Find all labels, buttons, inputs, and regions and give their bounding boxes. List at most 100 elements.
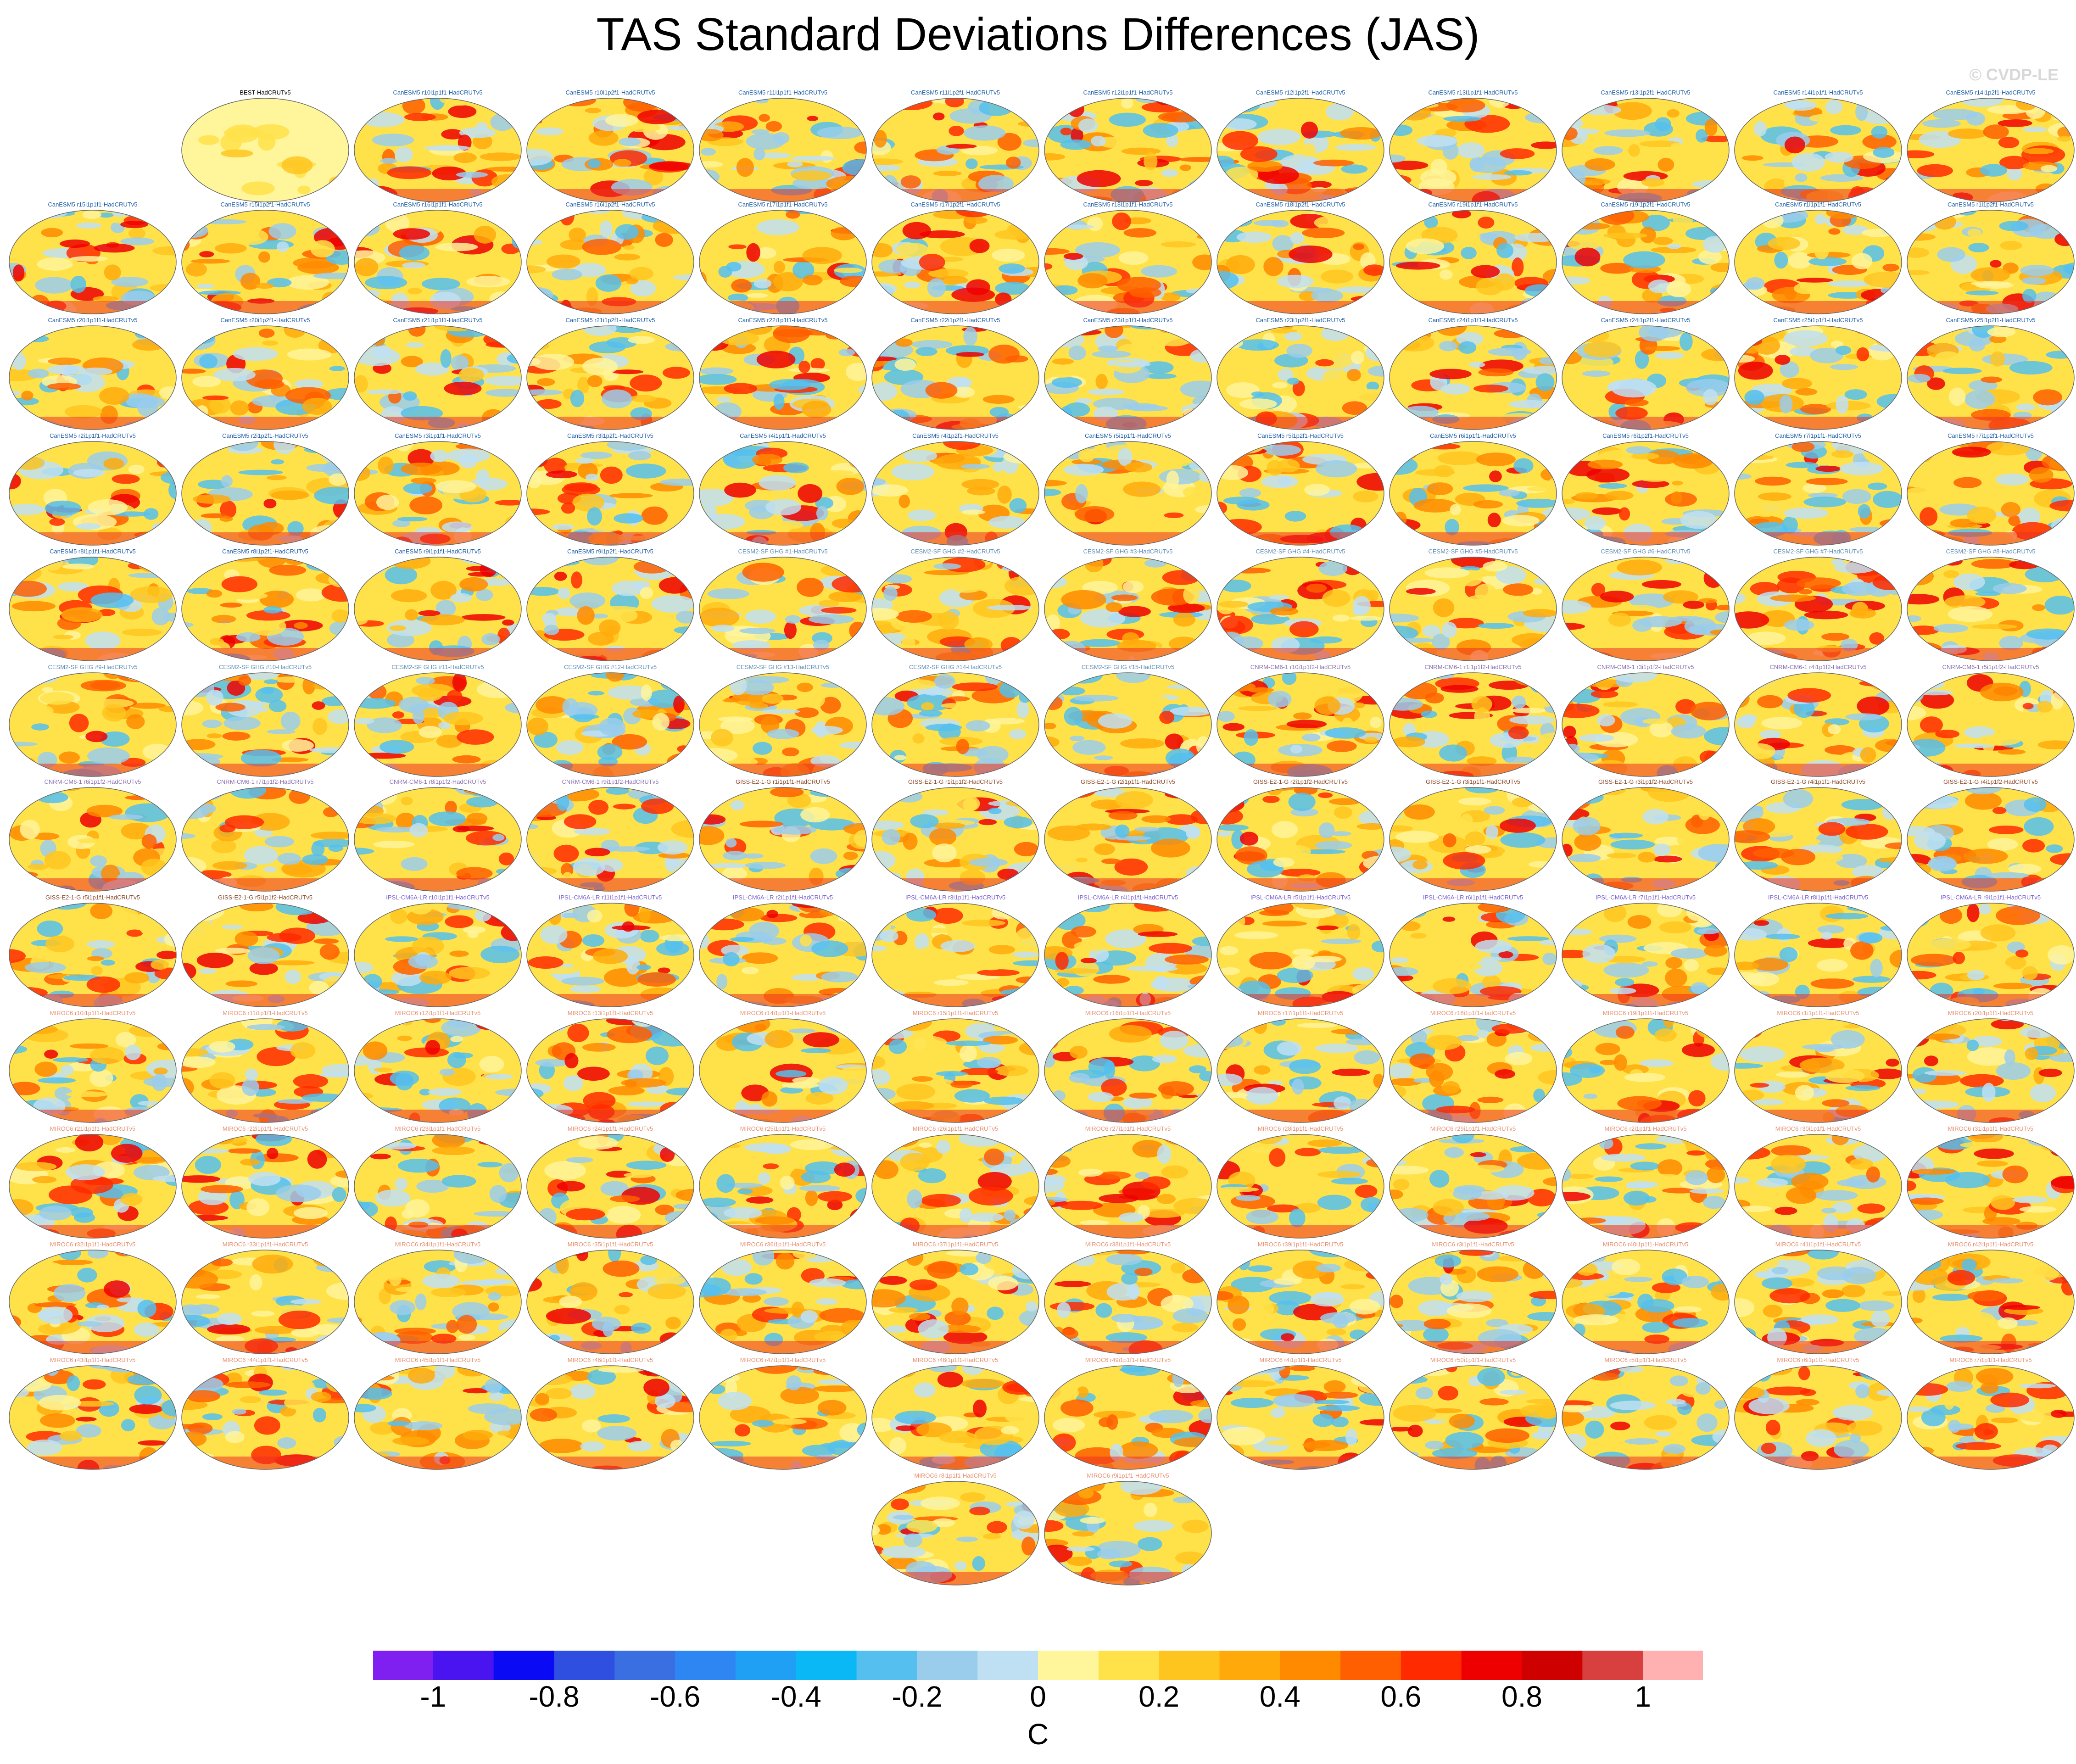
global-map <box>1044 98 1212 202</box>
panel-title: IPSL-CM6A-LR r11i1p1f1-HadCRUTv5 <box>558 894 662 901</box>
global-map <box>1734 98 1902 202</box>
global-map <box>1044 787 1212 892</box>
panel-title: CanESM5 r19i1p1f1-HadCRUTv5 <box>1428 201 1518 208</box>
colorbar-swatch <box>675 1650 736 1680</box>
panel-title: MIROC6 r18i1p1f1-HadCRUTv5 <box>1430 1010 1516 1016</box>
map-panel: MIROC6 r34i1p1f1-HadCRUTv5 <box>352 1241 523 1356</box>
panel-title: CanESM5 r19i1p2f1-HadCRUTv5 <box>1601 201 1691 208</box>
map-panel: CESM2-SF GHG #6-HadCRUTv5 <box>1560 548 1731 663</box>
map-panel: CanESM5 r9i1p1f1-HadCRUTv5 <box>352 548 523 663</box>
panel-title: MIROC6 r41i1p1f1-HadCRUTv5 <box>1775 1241 1861 1248</box>
global-map <box>354 98 522 202</box>
map-panel: CanESM5 r1i1p2f1-HadCRUTv5 <box>1905 201 2076 316</box>
colorbar-swatch <box>735 1650 797 1680</box>
panel-title: CanESM5 r6i1p2f1-HadCRUTv5 <box>1602 432 1689 439</box>
panel-title: CESM2-SF GHG #8-HadCRUTv5 <box>1946 548 2036 555</box>
colorbar-units: C <box>1027 1718 1049 1751</box>
colorbar-tick-label: 0.4 <box>1259 1680 1300 1713</box>
panel-title: CanESM5 r12i1p2f1-HadCRUTv5 <box>1256 89 1345 96</box>
global-map <box>1734 1134 1902 1239</box>
panel-title: MIROC6 r17i1p1f1-HadCRUTv5 <box>1257 1010 1344 1016</box>
global-map <box>181 557 349 661</box>
panel-title: MIROC6 r30i1p1f1-HadCRUTv5 <box>1775 1125 1861 1132</box>
global-map <box>1044 441 1212 546</box>
map-panel: CanESM5 r6i1p2f1-HadCRUTv5 <box>1560 432 1731 547</box>
global-map <box>1389 98 1557 202</box>
global-map <box>354 557 522 661</box>
panel-title: CESM2-SF GHG #11-HadCRUTv5 <box>391 664 484 670</box>
global-map <box>1217 98 1384 202</box>
map-panel: GISS-E2-1-G r5i1p1f1-HadCRUTv5 <box>7 894 178 1009</box>
panel-title: CanESM5 r16i1p2f1-HadCRUTv5 <box>565 201 655 208</box>
panel-title: CanESM5 r9i1p1f1-HadCRUTv5 <box>395 548 481 555</box>
panel-title: CanESM5 r18i1p1f1-HadCRUTv5 <box>1083 201 1173 208</box>
global-map <box>1389 1365 1557 1470</box>
global-map <box>9 325 177 430</box>
map-panel: CanESM5 r15i1p2f1-HadCRUTv5 <box>180 201 351 316</box>
global-map <box>181 672 349 777</box>
map-panel: CanESM5 r23i1p1f1-HadCRUTv5 <box>1043 317 1213 431</box>
global-map <box>354 1250 522 1354</box>
global-map <box>526 210 694 314</box>
colorbar-tick-label: 0 <box>1030 1680 1046 1713</box>
global-map <box>354 210 522 314</box>
global-map <box>526 1018 694 1123</box>
panel-title: MIROC6 r13i1p1f1-HadCRUTv5 <box>567 1010 653 1016</box>
panel-title: CESM2-SF GHG #7-HadCRUTv5 <box>1773 548 1863 555</box>
panel-title: MIROC6 r32i1p1f1-HadCRUTv5 <box>50 1241 136 1248</box>
map-panel: IPSL-CM6A-LR r4i1p1f1-HadCRUTv5 <box>1043 894 1213 1009</box>
global-map <box>526 1134 694 1239</box>
global-map <box>526 787 694 892</box>
panel-title: MIROC6 r42i1p1f1-HadCRUTv5 <box>1948 1241 2034 1248</box>
colorbar-swatch <box>554 1650 615 1680</box>
map-panel: CanESM5 r24i1p1f1-HadCRUTv5 <box>1388 317 1558 431</box>
global-map <box>699 1250 867 1354</box>
panel-title: CanESM5 r7i1p1f1-HadCRUTv5 <box>1775 432 1861 439</box>
map-panel: CanESM5 r18i1p2f1-HadCRUTv5 <box>1215 201 1386 316</box>
map-panel: CanESM5 r6i1p1f1-HadCRUTv5 <box>1388 432 1558 547</box>
map-panel: CESM2-SF GHG #12-HadCRUTv5 <box>525 664 696 778</box>
map-panel: CanESM5 r14i1p1f1-HadCRUTv5 <box>1733 89 1903 204</box>
map-panel: MIROC6 r43i1p1f1-HadCRUTv5 <box>7 1356 178 1471</box>
panel-title: GISS-E2-1-G r1i1p1f2-HadCRUTv5 <box>908 778 1003 785</box>
map-panel: CanESM5 r21i1p1f1-HadCRUTv5 <box>352 317 523 431</box>
map-panel: CNRM-CM6-1 r9i1p1f2-HadCRUTv5 <box>525 778 696 893</box>
map-panel: CanESM5 r11i1p2f1-HadCRUTv5 <box>870 89 1041 204</box>
panel-title: CanESM5 r24i1p1f1-HadCRUTv5 <box>1428 317 1518 324</box>
panel-title: CESM2-SF GHG #5-HadCRUTv5 <box>1428 548 1518 555</box>
global-map <box>699 787 867 892</box>
colorbar-swatch <box>433 1650 494 1680</box>
panel-title: BEST-HadCRUTv5 <box>240 89 291 96</box>
global-map <box>1044 903 1212 1007</box>
map-panel: CanESM5 r5i1p2f1-HadCRUTv5 <box>1215 432 1386 547</box>
panel-title: IPSL-CM6A-LR r2i1p1f1-HadCRUTv5 <box>732 894 833 901</box>
map-panel: MIROC6 r25i1p1f1-HadCRUTv5 <box>698 1125 868 1240</box>
global-map <box>871 1481 1039 1585</box>
global-map <box>1217 672 1384 777</box>
panel-title: MIROC6 r37i1p1f1-HadCRUTv5 <box>912 1241 999 1248</box>
panel-title: MIROC6 r8i1p1f1-HadCRUTv5 <box>914 1472 997 1479</box>
global-map <box>526 557 694 661</box>
panel-title: GISS-E2-1-G r2i1p1f2-HadCRUTv5 <box>1253 778 1348 785</box>
map-panel: MIROC6 r44i1p1f1-HadCRUTv5 <box>180 1356 351 1471</box>
global-map <box>9 903 177 1007</box>
map-panel: CanESM5 r19i1p1f1-HadCRUTv5 <box>1388 201 1558 316</box>
global-map <box>1217 325 1384 430</box>
panel-title: CanESM5 r20i1p2f1-HadCRUTv5 <box>220 317 310 324</box>
panel-title: CNRM-CM6-1 r4i1p1f2-HadCRUTv5 <box>1769 664 1867 670</box>
panel-title: MIROC6 r43i1p1f1-HadCRUTv5 <box>50 1356 136 1363</box>
global-map <box>181 325 349 430</box>
global-map <box>354 903 522 1007</box>
map-panel: CNRM-CM6-1 r10i1p1f2-HadCRUTv5 <box>1215 664 1386 778</box>
global-map <box>181 1365 349 1470</box>
global-map <box>1562 441 1730 546</box>
panel-title: MIROC6 r3i1p1f1-HadCRUTv5 <box>1432 1241 1514 1248</box>
map-panel: MIROC6 r45i1p1f1-HadCRUTv5 <box>352 1356 523 1471</box>
global-map <box>1044 672 1212 777</box>
map-panel: CanESM5 r25i1p1f1-HadCRUTv5 <box>1733 317 1903 431</box>
global-map <box>1389 1250 1557 1354</box>
colorbar-tick-label: -0.2 <box>892 1680 943 1713</box>
panel-title: MIROC6 r23i1p1f1-HadCRUTv5 <box>395 1125 481 1132</box>
panel-title: MIROC6 r19i1p1f1-HadCRUTv5 <box>1602 1010 1689 1016</box>
panel-title: CanESM5 r5i1p2f1-HadCRUTv5 <box>1257 432 1344 439</box>
